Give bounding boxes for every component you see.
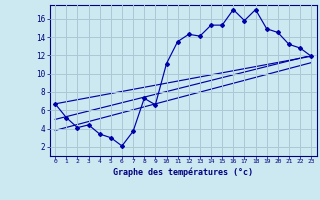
X-axis label: Graphe des températures (°c): Graphe des températures (°c)	[113, 167, 253, 177]
